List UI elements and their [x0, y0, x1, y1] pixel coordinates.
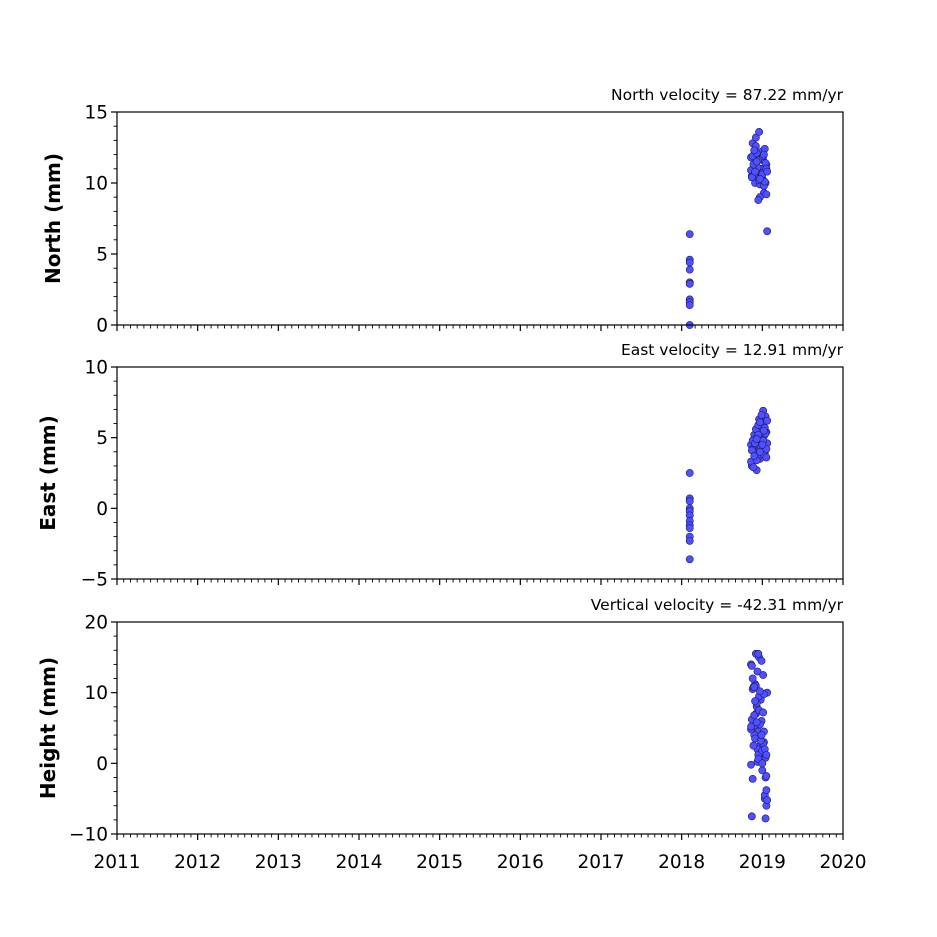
- y-tick-label: 0: [96, 316, 108, 337]
- data-point: [752, 718, 761, 727]
- data-point: [762, 786, 771, 795]
- data-point: [747, 812, 756, 821]
- y-axis-label: East (mm): [36, 415, 60, 531]
- data-point: [763, 227, 772, 236]
- x-tick-label: 2011: [93, 852, 140, 873]
- data-point: [757, 656, 766, 665]
- data-point: [747, 722, 755, 731]
- y-tick-label: 0: [96, 754, 108, 775]
- x-tick-label: 2017: [577, 852, 624, 873]
- y-axis-label: Height (mm): [36, 657, 60, 799]
- x-tick-label: 2016: [497, 852, 544, 873]
- data-point: [759, 671, 768, 679]
- x-tick-label: 2012: [174, 852, 221, 873]
- data-point: [685, 555, 694, 564]
- data-point: [685, 536, 694, 545]
- x-tick-label: 2013: [255, 852, 302, 873]
- data-point: [755, 127, 764, 136]
- data-point: [762, 772, 771, 780]
- data-point: [685, 258, 694, 267]
- y-tick-label: 10: [84, 683, 108, 704]
- data-point: [763, 167, 772, 176]
- height-panel: −10 0 10 20 Vertical velocity = -42.31 mm/yr…: [36, 596, 867, 873]
- data-point: [748, 674, 757, 683]
- data-point: [751, 697, 759, 706]
- data-point: [762, 453, 771, 462]
- x-tick-label: 2020: [819, 852, 866, 873]
- y-tick-label: 20: [84, 613, 108, 634]
- data-point: [749, 463, 758, 472]
- data-point: [761, 814, 770, 823]
- data-point: [756, 174, 764, 183]
- data-point: [759, 708, 768, 717]
- data-point: [748, 774, 757, 783]
- data-point: [763, 416, 772, 425]
- y-tick-label: 0: [96, 499, 108, 520]
- y-tick-label: 5: [96, 428, 108, 449]
- x-tick-label: 2019: [739, 852, 786, 873]
- axes-frame: [116, 366, 844, 580]
- data-point: [754, 649, 763, 658]
- y-tick-label: −5: [81, 570, 108, 591]
- data-point: [762, 190, 771, 199]
- data-point: [760, 150, 768, 159]
- panel-title: North velocity = 87.22 mm/yr: [611, 86, 844, 104]
- data-point: [747, 760, 755, 769]
- x-tick-label: 2015: [416, 852, 463, 873]
- data-point: [762, 750, 771, 759]
- y-axis-label: North (mm): [41, 153, 65, 284]
- data-point: [749, 741, 758, 750]
- data-point: [754, 196, 763, 204]
- panel-title: Vertical velocity = -42.31 mm/yr: [591, 596, 844, 614]
- data-point: [750, 711, 759, 720]
- axes-frame: [116, 621, 844, 835]
- data-point: [750, 146, 759, 155]
- y-tick-label: 15: [84, 103, 108, 124]
- data-point: [750, 452, 759, 460]
- east-panel: −5 0 5 10 East velocity = 12.91 mm/yr East (m…: [36, 341, 844, 591]
- x-tick-label: 2018: [658, 852, 705, 873]
- y-tick-label: −10: [69, 825, 108, 846]
- data-point: [763, 796, 772, 804]
- data-point: [751, 167, 759, 176]
- panel-title: East velocity = 12.91 mm/yr: [621, 341, 844, 359]
- data-point: [752, 157, 761, 166]
- data-point: [685, 301, 694, 310]
- data-point: [685, 265, 694, 274]
- data-point: [685, 230, 694, 239]
- data-point: [685, 279, 694, 288]
- x-tick-label: 2014: [335, 852, 382, 873]
- y-tick-label: 10: [84, 174, 108, 195]
- data-point: [756, 687, 764, 696]
- data-point: [750, 683, 759, 691]
- data-point: [757, 731, 766, 739]
- data-point: [685, 497, 694, 506]
- data-point: [758, 440, 767, 449]
- data-point: [758, 759, 767, 768]
- north-panel: 0 5 10 15 North velocity = 87.22 mm/yr North …: [41, 86, 844, 337]
- data-point: [757, 411, 766, 419]
- y-tick-label: 5: [96, 245, 108, 266]
- axes-frame: [116, 111, 844, 326]
- y-tick-label: 10: [84, 358, 108, 379]
- data-point: [685, 469, 694, 477]
- data-point: [685, 524, 694, 533]
- data-point: [760, 426, 768, 435]
- data-point: [753, 667, 762, 676]
- data-point: [756, 447, 764, 456]
- data-point: [747, 661, 756, 670]
- data-point: [756, 418, 764, 427]
- data-point: [752, 435, 761, 443]
